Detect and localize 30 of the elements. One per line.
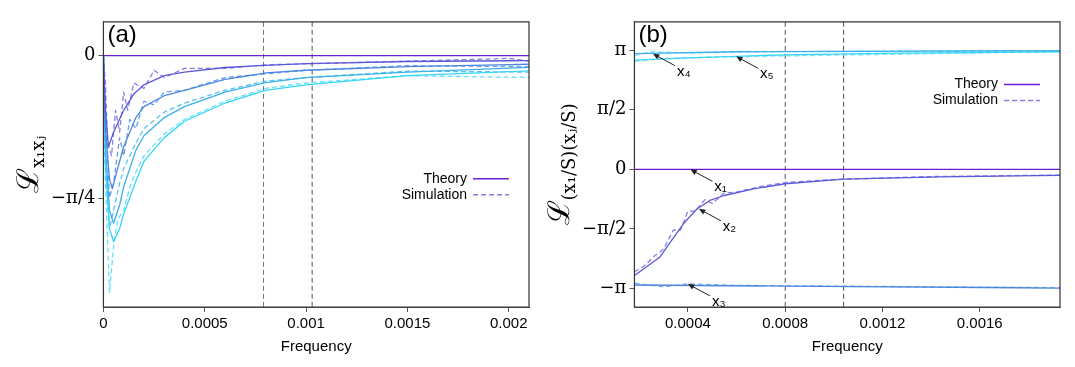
x-tick-label: 0.0015 <box>384 314 431 332</box>
x-tick-label: 0.0008 <box>762 314 809 332</box>
x-tick-label: 0.001 <box>287 314 325 332</box>
legend-label: Simulation <box>401 185 467 202</box>
y-tick-label: π/2 <box>597 97 627 119</box>
x-tick-label: 0.0005 <box>181 314 228 332</box>
legend-label: Theory <box>423 169 467 186</box>
y-tick-label: −π <box>599 276 627 298</box>
legend-label: Simulation <box>932 91 998 108</box>
y-axis-title: ℒ(x₁/S)(xⱼ/S) <box>540 103 579 226</box>
y-axis-title: ℒx₁xⱼ <box>9 135 48 194</box>
x-tick-label: 0 <box>99 314 108 332</box>
x-tick-label: 0.0004 <box>664 314 711 332</box>
annotation: x₁ <box>714 177 727 195</box>
x-tick-label: 0.0012 <box>859 314 906 332</box>
chart-title: (b) <box>638 20 668 48</box>
annotation: x₂ <box>722 216 737 234</box>
x-tick-label: 0.002 <box>489 314 528 332</box>
x-tick-label: 0.0016 <box>956 314 1003 332</box>
annotation: x₄ <box>676 61 691 79</box>
annotation: x₃ <box>711 292 726 310</box>
y-tick-label: −π/4 <box>50 186 96 208</box>
y-tick-label: −π/2 <box>581 216 627 238</box>
y-tick-label: 0 <box>614 157 627 178</box>
legend-label: Theory <box>954 75 998 92</box>
y-tick-label: π <box>614 37 627 59</box>
x-axis-title: Frequency <box>280 337 353 355</box>
chart-title: (a) <box>107 20 137 48</box>
annotation: x₅ <box>760 64 774 82</box>
x-axis-title: Frequency <box>811 337 884 355</box>
